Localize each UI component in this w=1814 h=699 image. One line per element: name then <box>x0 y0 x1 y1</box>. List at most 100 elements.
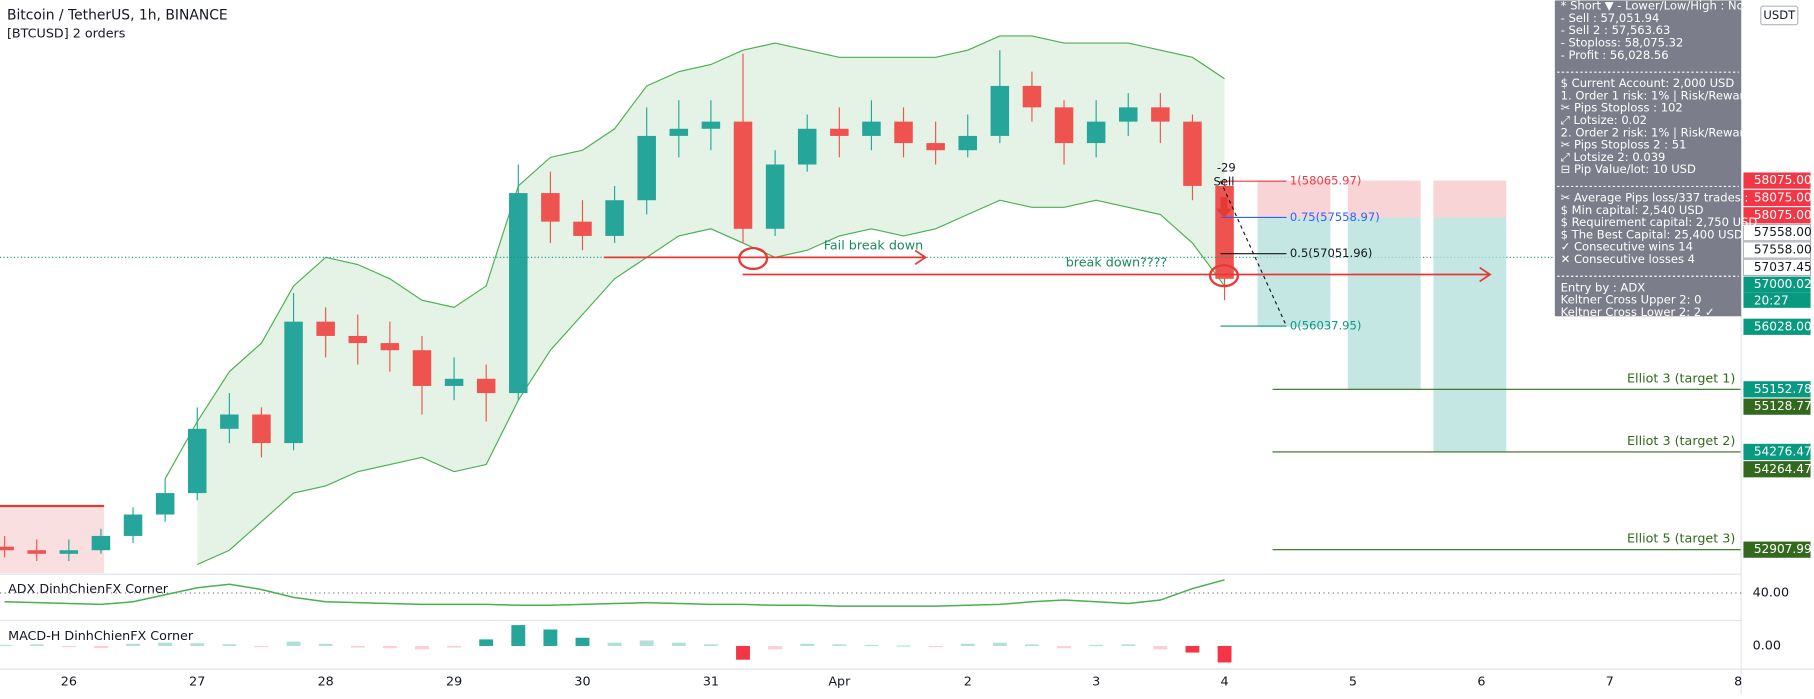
price-label: 57037.45 <box>1754 260 1812 274</box>
candle-body <box>476 378 496 394</box>
candle-body <box>862 121 881 136</box>
candle-body <box>91 535 111 551</box>
macd-bar <box>1185 645 1200 653</box>
panel-line: ✓ Consecutive wins 14 <box>1561 240 1693 254</box>
candle-body <box>1086 121 1106 144</box>
panel-line: Entry by : ADX <box>1561 280 1646 294</box>
macd-bar <box>350 645 365 648</box>
price-label-box <box>1743 381 1811 398</box>
x-tick-label: Apr <box>828 673 851 688</box>
adx-line <box>4 579 1225 607</box>
macd-bar <box>0 644 12 647</box>
price-label: 56028.00 <box>1754 319 1812 333</box>
macd-bar <box>575 637 590 646</box>
panel-line: ⊟ Pip Value/lot: 10 USD <box>1561 162 1696 176</box>
panel-line: $ Requirement capital: 2,750 USD <box>1561 215 1758 229</box>
annotation-text: break down???? <box>1066 254 1167 269</box>
price-label-box <box>1743 276 1811 293</box>
candle-body <box>733 121 753 229</box>
candle-body <box>1183 121 1202 186</box>
x-tick-label: 29 <box>446 673 462 688</box>
panel-line: Keltner Cross Lower 2: 2 ✓ <box>1561 305 1715 319</box>
arrow-head <box>914 249 928 266</box>
candle-body <box>27 550 46 554</box>
macd-bar <box>703 644 718 646</box>
price-label: 57558.00 <box>1754 242 1812 256</box>
macd-bar <box>1153 645 1168 650</box>
macd-bar <box>447 645 462 648</box>
x-tick-label: 2 <box>964 673 972 688</box>
candle-body <box>637 135 656 201</box>
macd-bar <box>286 641 301 646</box>
price-label: 54264.47 <box>1754 462 1812 476</box>
x-tick-label: 5 <box>1349 673 1357 688</box>
macd-bar <box>832 644 847 646</box>
candle-body <box>1022 85 1042 108</box>
macd-bar <box>318 643 333 646</box>
candle-body <box>765 164 785 229</box>
price-label-box <box>1743 443 1811 461</box>
panel-line: ✂ Pips Stoploss 2 : 51 <box>1561 138 1687 152</box>
panel-line: ✂ Average Pips loss/337 trades : <box>1561 191 1749 205</box>
price-label: 58075.00 <box>1754 173 1812 187</box>
annotation-circle <box>738 246 769 271</box>
macd-bar <box>543 629 558 646</box>
x-tick-label: 26 <box>61 673 77 688</box>
orders-label: [BTCUSD] 2 orders <box>7 25 125 40</box>
price-label-box <box>1742 241 1812 259</box>
currency: USDT <box>1763 8 1796 22</box>
candle-body <box>187 428 207 494</box>
x-tick-label: 28 <box>318 673 334 688</box>
candle-body <box>573 221 592 236</box>
candle-body <box>958 135 977 151</box>
price-label: 57558.00 <box>1754 225 1812 239</box>
macd-bar <box>639 640 654 646</box>
x-tick-label: 3 <box>1092 673 1100 688</box>
macd-bar <box>800 643 815 646</box>
macd-bar <box>992 642 1007 646</box>
annotation-text: Fail break down <box>824 237 923 252</box>
price-label: 57000.02 <box>1754 277 1812 291</box>
price-label: 54276.47 <box>1754 444 1812 458</box>
macd-bar <box>29 644 44 646</box>
chart-title: Bitcoin / TetherUS, 1h, BINANCE <box>7 7 228 23</box>
badge-box <box>1760 5 1799 26</box>
candle-body <box>284 321 303 444</box>
panel-line: ⤢ Lotsize: 0.02 <box>1560 113 1647 127</box>
price-label-box <box>1743 318 1811 335</box>
panel-line: - Sell : 57,051.94 <box>1561 11 1660 25</box>
panel-line: Keltner Cross Upper 2: 0 <box>1561 293 1702 307</box>
channel-cloud <box>197 35 1225 565</box>
info-panel: * Short ▼ - Lower/Low/High : No- Sell : … <box>1554 0 1758 331</box>
target-label: Elliot 3 (target 2) <box>1627 433 1735 448</box>
fib-label: 1(58065.97) <box>1290 174 1361 188</box>
macd-tick-label: 0.00 <box>1753 637 1781 652</box>
countdown-box <box>1743 292 1811 308</box>
candle-body <box>380 343 400 351</box>
macd-bar <box>415 645 429 650</box>
panel-line: $ Current Account: 2,000 USD <box>1561 76 1735 90</box>
macd-bar <box>61 645 76 648</box>
price-label-box <box>1743 461 1811 478</box>
x-tick-label: 30 <box>574 673 590 688</box>
price-label-box <box>1743 541 1811 558</box>
candle-body <box>252 414 271 444</box>
macd-bar <box>768 645 783 650</box>
candle-body <box>894 121 913 144</box>
annotation-circle <box>1208 264 1240 288</box>
target-label: Elliot 3 (target 1) <box>1627 370 1735 385</box>
macd-bar <box>1057 645 1071 649</box>
x-tick-label: 27 <box>189 673 205 688</box>
target-label: Elliot 5 (target 3) <box>1627 531 1735 546</box>
macd-bar <box>479 639 494 646</box>
candle-body <box>509 193 528 394</box>
price-label: 58075.00 <box>1754 190 1812 204</box>
macd-bar <box>1089 644 1104 647</box>
price-label: 55152.78 <box>1754 382 1812 396</box>
candle-body <box>123 514 143 536</box>
fib-label: 0(56037.95) <box>1290 319 1361 333</box>
x-tick-label: 8 <box>1734 673 1742 688</box>
macd-bar <box>864 644 879 647</box>
price-label-box <box>1743 207 1811 224</box>
